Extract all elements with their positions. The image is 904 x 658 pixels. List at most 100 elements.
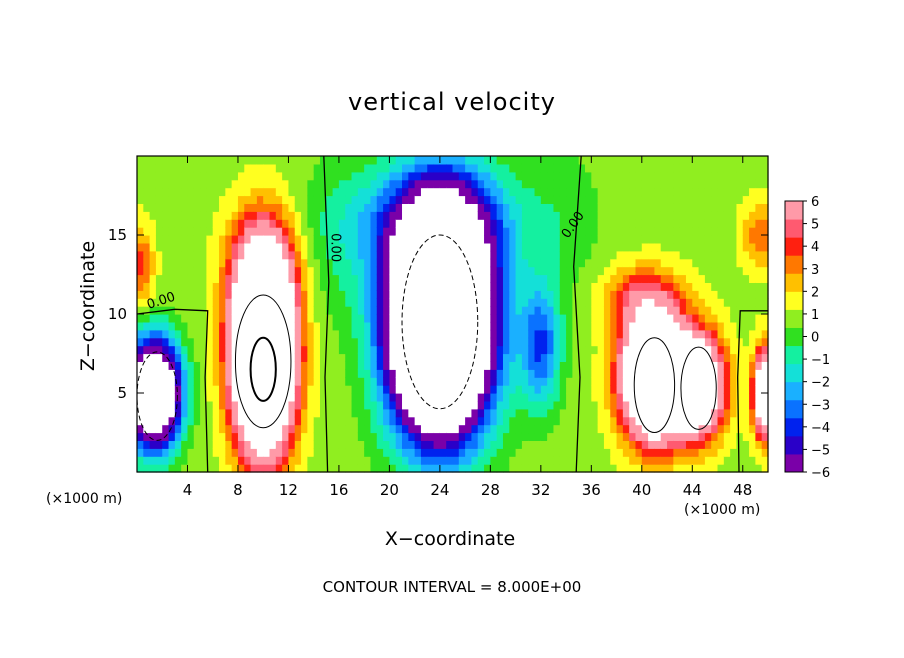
heatmap-cell bbox=[408, 187, 416, 197]
heatmap-cell bbox=[502, 369, 510, 378]
colorbar-swatch bbox=[785, 237, 803, 256]
heatmap-cell bbox=[244, 408, 252, 418]
heatmap-cell bbox=[540, 219, 548, 228]
heatmap-cell bbox=[502, 203, 510, 212]
heatmap-cell bbox=[616, 219, 624, 228]
heatmap-cell bbox=[496, 266, 504, 276]
heatmap-cell bbox=[553, 393, 561, 402]
heatmap-cell bbox=[275, 353, 283, 362]
heatmap-cell bbox=[326, 227, 334, 236]
heatmap-cell bbox=[578, 321, 586, 331]
heatmap-cell bbox=[452, 329, 460, 339]
heatmap-cell bbox=[294, 282, 302, 291]
heatmap-cell bbox=[332, 377, 340, 386]
heatmap-cell bbox=[288, 258, 296, 268]
heatmap-cell bbox=[370, 163, 378, 173]
heatmap-cell bbox=[206, 163, 214, 173]
heatmap-cell bbox=[237, 464, 245, 473]
heatmap-cell bbox=[446, 156, 454, 165]
heatmap-cell bbox=[269, 298, 277, 307]
heatmap-cell bbox=[389, 195, 397, 204]
heatmap-cell bbox=[408, 400, 416, 410]
heatmap-cell bbox=[420, 235, 428, 244]
heatmap-cell bbox=[288, 171, 296, 181]
heatmap-cell bbox=[723, 448, 731, 457]
heatmap-cell bbox=[553, 353, 561, 362]
x-tick-label: 48 bbox=[733, 481, 752, 499]
heatmap-cell bbox=[458, 219, 466, 228]
heatmap-cell bbox=[698, 282, 706, 291]
heatmap-cell bbox=[578, 163, 586, 173]
heatmap-cell bbox=[275, 369, 283, 378]
heatmap-cell bbox=[439, 385, 447, 394]
heatmap-cell bbox=[553, 314, 561, 323]
heatmap-cell bbox=[761, 369, 769, 378]
heatmap-cell bbox=[704, 306, 712, 315]
heatmap-cell bbox=[143, 448, 151, 457]
heatmap-cell bbox=[566, 227, 573, 236]
heatmap-cell bbox=[389, 408, 397, 418]
heatmap-cell bbox=[540, 266, 548, 276]
heatmap-cell bbox=[149, 227, 157, 236]
heatmap-cell bbox=[307, 171, 315, 181]
heatmap-cell bbox=[685, 385, 693, 394]
heatmap-cell bbox=[528, 416, 536, 426]
heatmap-cell bbox=[559, 345, 567, 355]
heatmap-cell bbox=[244, 345, 252, 355]
heatmap-cell bbox=[357, 456, 365, 465]
heatmap-cell bbox=[667, 203, 674, 212]
heatmap-cell bbox=[174, 377, 182, 386]
heatmap-cell bbox=[225, 424, 233, 434]
heatmap-cell bbox=[446, 361, 454, 370]
heatmap-cell bbox=[149, 211, 157, 220]
heatmap-cell bbox=[496, 408, 504, 418]
heatmap-cell bbox=[616, 290, 624, 299]
heatmap-cell bbox=[692, 369, 700, 378]
heatmap-cell bbox=[332, 179, 340, 189]
heatmap-cell bbox=[383, 219, 390, 228]
heatmap-cell bbox=[269, 282, 277, 291]
heatmap-cell bbox=[307, 282, 315, 291]
heatmap-cell bbox=[383, 416, 390, 426]
heatmap-cell bbox=[319, 345, 327, 355]
heatmap-cell bbox=[521, 258, 529, 268]
heatmap-cell bbox=[408, 156, 416, 165]
heatmap-cell bbox=[585, 219, 592, 228]
heatmap-cell bbox=[193, 393, 201, 402]
heatmap-cell bbox=[723, 195, 731, 204]
heatmap-cell bbox=[402, 282, 409, 291]
heatmap-cell bbox=[326, 195, 334, 204]
heatmap-cell bbox=[616, 440, 624, 449]
heatmap-cell bbox=[225, 187, 233, 197]
heatmap-cell bbox=[490, 377, 498, 386]
heatmap-cell bbox=[534, 377, 542, 386]
heatmap-cell bbox=[294, 163, 302, 173]
heatmap-cell bbox=[685, 408, 693, 418]
heatmap-cell bbox=[338, 464, 346, 473]
heatmap-cell bbox=[730, 400, 738, 410]
heatmap-cell bbox=[736, 179, 744, 189]
heatmap-cell bbox=[338, 163, 346, 173]
heatmap-cell bbox=[547, 274, 555, 283]
heatmap-cell bbox=[490, 385, 498, 394]
heatmap-cell bbox=[635, 448, 643, 457]
heatmap-cell bbox=[206, 156, 214, 165]
heatmap-cell bbox=[212, 211, 220, 220]
heatmap-cell bbox=[616, 258, 624, 268]
heatmap-cell bbox=[547, 298, 555, 307]
heatmap-cell bbox=[326, 290, 334, 299]
heatmap-cell bbox=[168, 235, 176, 244]
heatmap-cell bbox=[256, 242, 264, 252]
heatmap-cell bbox=[307, 456, 315, 465]
heatmap-cell bbox=[648, 242, 656, 252]
heatmap-cell bbox=[540, 203, 548, 212]
heatmap-cell bbox=[427, 298, 435, 307]
heatmap-cell bbox=[187, 250, 195, 260]
heatmap-cell bbox=[641, 377, 649, 386]
heatmap-cell bbox=[667, 456, 674, 465]
heatmap-cell bbox=[465, 282, 473, 291]
colorbar-swatch bbox=[785, 417, 803, 437]
heatmap-cell bbox=[730, 424, 738, 434]
heatmap-cell bbox=[742, 464, 750, 473]
heatmap-cell bbox=[761, 424, 769, 434]
